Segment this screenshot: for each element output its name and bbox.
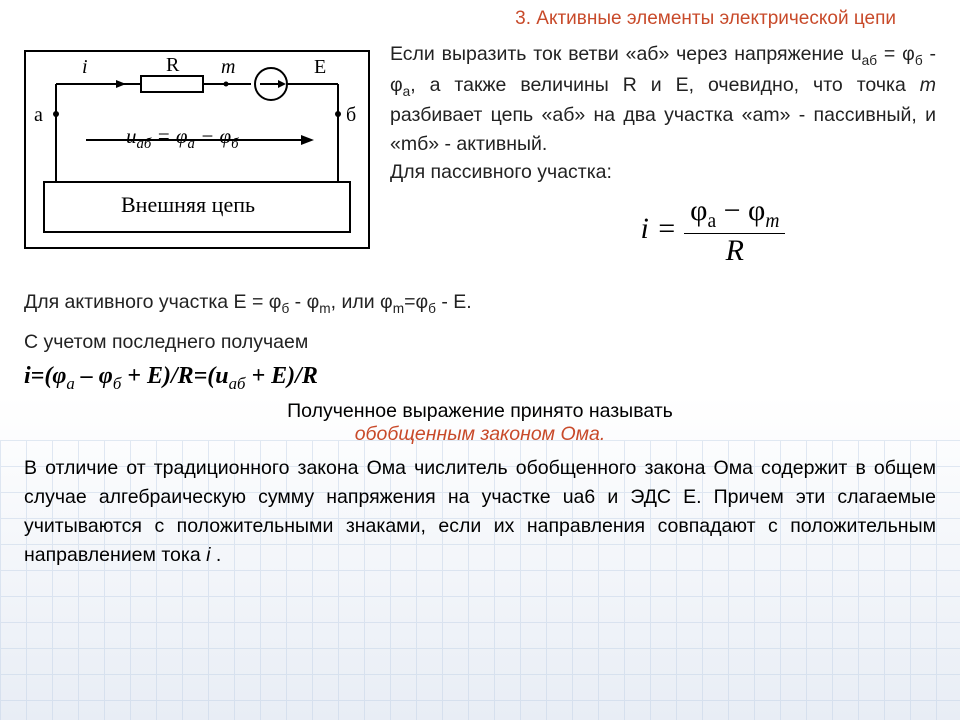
formula-generalized: i=(φа – φб + E)/R=(uаб + E)/R xyxy=(24,363,936,394)
paragraph-7: В отличие от традиционного закона Ома чи… xyxy=(24,454,936,571)
paragraph-3: Для активного участка E = φб - φm, или φ… xyxy=(24,288,936,319)
label-u-eq: uаб = φа − φб xyxy=(126,124,239,153)
formula-passive: i = φа − φm R xyxy=(490,194,936,268)
law-name: обобщенным законом Ома. xyxy=(24,423,936,446)
paragraph-1: Если выразить ток ветви «аб» через напря… xyxy=(390,40,936,158)
paragraph-5: Полученное выражение принято называть xyxy=(24,400,936,423)
section-title: 3. Активные элементы электрической цепи xyxy=(24,8,936,30)
paragraph-2: Для пассивного участка: xyxy=(390,158,936,186)
paragraph-4: С учетом последнего получаем xyxy=(24,328,936,357)
circuit-diagram: i R m E а б xyxy=(24,50,370,249)
label-external: Внешняя цепь xyxy=(121,192,255,218)
